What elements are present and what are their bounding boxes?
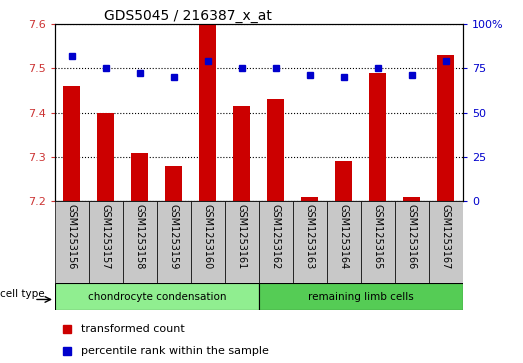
Bar xyxy=(89,201,123,283)
Bar xyxy=(97,113,115,201)
Text: GSM1253157: GSM1253157 xyxy=(101,204,111,269)
Bar xyxy=(225,201,259,283)
Bar xyxy=(55,201,89,283)
Text: GSM1253165: GSM1253165 xyxy=(373,204,383,269)
Bar xyxy=(199,24,217,201)
Text: remaining limb cells: remaining limb cells xyxy=(308,292,414,302)
Bar xyxy=(403,197,420,201)
Text: transformed count: transformed count xyxy=(82,324,185,334)
Text: chondrocyte condensation: chondrocyte condensation xyxy=(88,292,226,302)
Text: GSM1253162: GSM1253162 xyxy=(271,204,281,269)
Text: percentile rank within the sample: percentile rank within the sample xyxy=(82,346,269,356)
Text: GSM1253164: GSM1253164 xyxy=(339,204,349,269)
Bar xyxy=(267,99,285,201)
Bar xyxy=(123,201,157,283)
Bar xyxy=(361,201,395,283)
Text: GSM1253159: GSM1253159 xyxy=(169,204,179,269)
Text: GSM1253161: GSM1253161 xyxy=(237,204,247,269)
Text: GSM1253158: GSM1253158 xyxy=(135,204,145,269)
Text: GSM1253167: GSM1253167 xyxy=(441,204,451,269)
Bar xyxy=(165,166,183,201)
Bar xyxy=(429,201,463,283)
Bar xyxy=(395,201,429,283)
Bar xyxy=(131,152,149,201)
Bar xyxy=(259,201,293,283)
Text: cell type: cell type xyxy=(0,289,44,299)
Text: GSM1253160: GSM1253160 xyxy=(203,204,213,269)
Text: GSM1253166: GSM1253166 xyxy=(407,204,417,269)
Bar xyxy=(327,201,361,283)
Bar xyxy=(63,86,81,201)
Text: GSM1253163: GSM1253163 xyxy=(305,204,315,269)
Bar xyxy=(293,201,327,283)
Bar xyxy=(55,283,259,310)
Text: GDS5045 / 216387_x_at: GDS5045 / 216387_x_at xyxy=(104,9,272,23)
Bar xyxy=(301,197,319,201)
Bar xyxy=(191,201,225,283)
Bar xyxy=(157,201,191,283)
Bar xyxy=(259,283,463,310)
Bar xyxy=(335,162,353,201)
Bar xyxy=(437,55,454,201)
Bar xyxy=(233,106,251,201)
Text: GSM1253156: GSM1253156 xyxy=(67,204,77,269)
Bar xyxy=(369,73,386,201)
